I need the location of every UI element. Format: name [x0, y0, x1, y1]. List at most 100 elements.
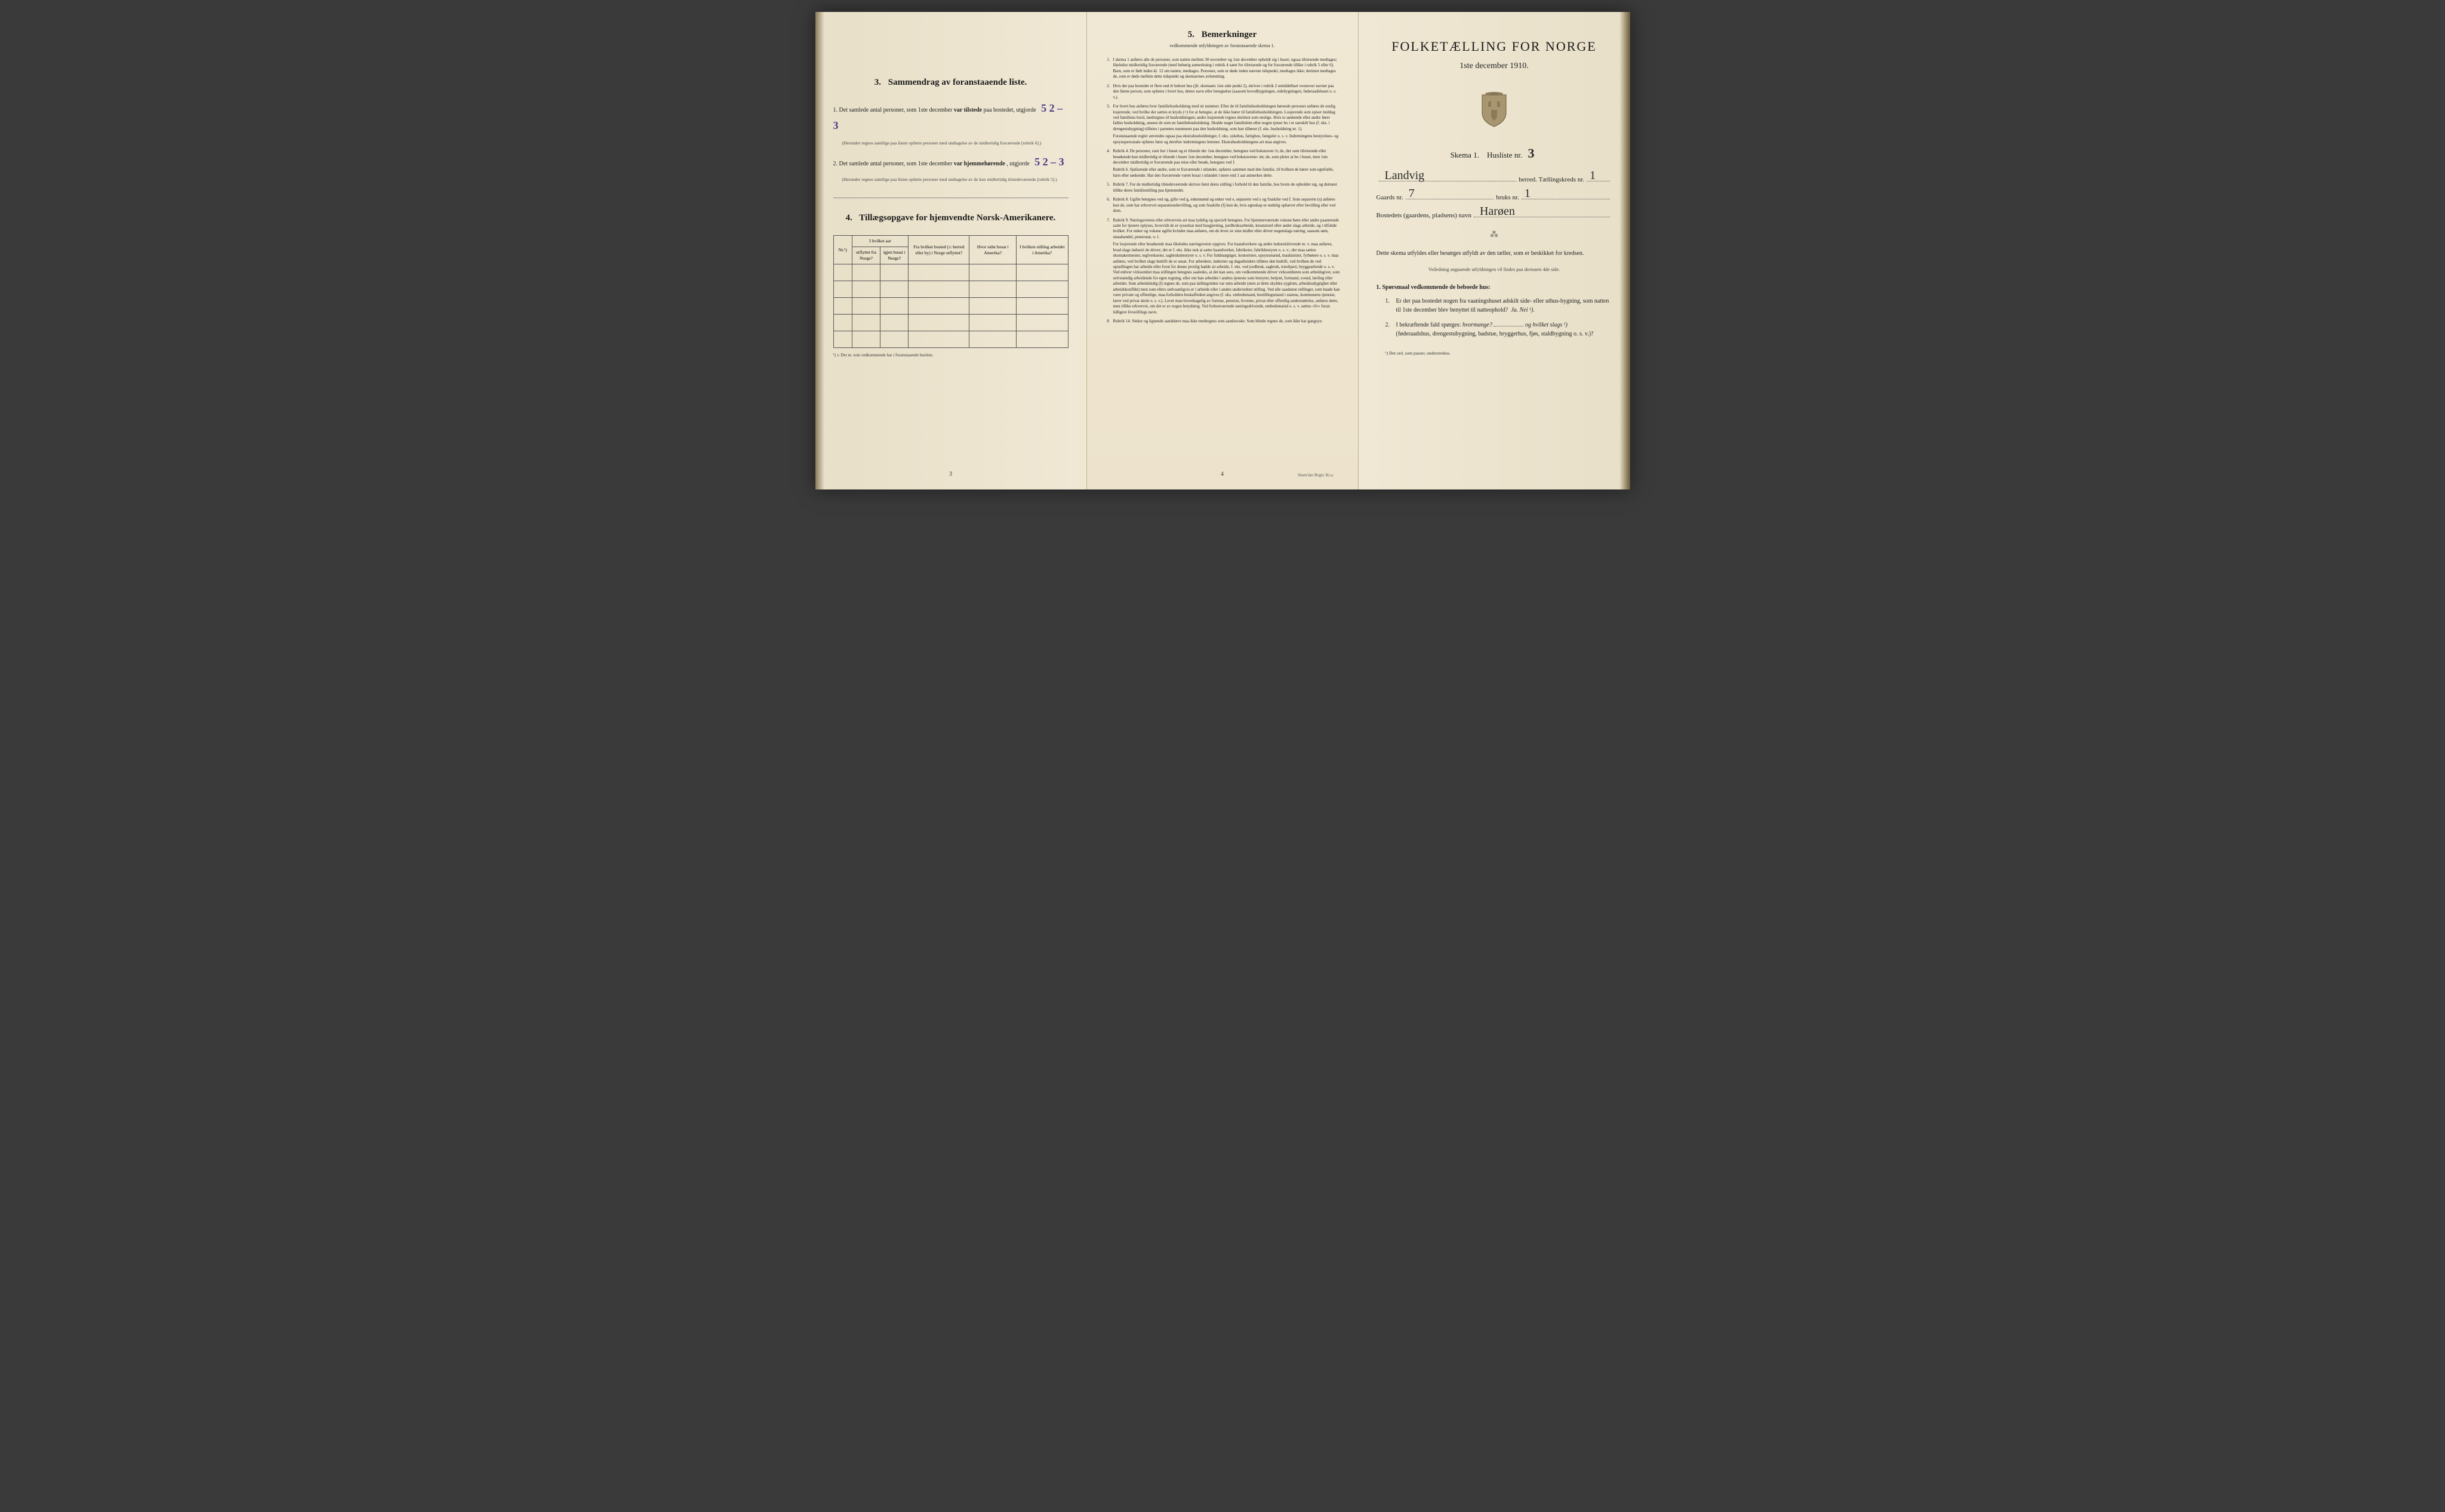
item-2-handwritten: 5 2 – 3 — [1034, 156, 1064, 168]
house-questions: 1. Spørsmaal vedkommende de beboede hus:… — [1377, 284, 1612, 338]
filler-instruction: Dette skema utfyldes eller besørges utfy… — [1377, 249, 1612, 258]
item-1-before: Det samlede antal personer, som 1ste dec… — [839, 107, 953, 113]
section-4-title-text: Tillægsopgave for hjemvendte Norsk-Ameri… — [859, 213, 1055, 223]
section-3-title-text: Sammendrag av foranstaaende liste. — [888, 78, 1027, 87]
page-number-3: 3 — [949, 471, 952, 478]
section-4-title: 4. Tillægsopgave for hjemvendte Norsk-Am… — [833, 213, 1068, 223]
schema-line: Skema 1. Husliste nr. 3 — [1377, 146, 1612, 161]
tkreds-label: Tællingskreds nr. — [1539, 176, 1584, 183]
th-occupation: I hvilken stilling arbeidet i Amerika? — [1017, 236, 1068, 264]
q2-text-a: I bekræftende fald spørges: — [1396, 322, 1461, 328]
printer-credit: Steen'ske Bogtr. Kr.a. — [1298, 473, 1334, 478]
remark-item: 2.Hvis der paa bostedet er flere end ét … — [1105, 84, 1340, 100]
remark-subtext: For losjerende eller besøkende maa likel… — [1113, 242, 1340, 315]
questions-header: 1. Spørsmaal vedkommende de beboede hus: — [1377, 284, 1612, 291]
table-row — [833, 264, 1068, 281]
footnote-underline: ¹) Det ord, som passer, understrekes. — [1385, 350, 1612, 356]
th-nr: Nr.¹) — [833, 236, 852, 264]
section-3-number: 3. — [874, 78, 881, 87]
bruks-label: bruks nr. — [1496, 194, 1519, 201]
census-document: 3. Sammendrag av foranstaaende liste. 1.… — [815, 12, 1630, 489]
remark-text: Rubrik 7. For de midlertidig tilstedevær… — [1113, 182, 1340, 193]
page-4-remarks: 5. Bemerkninger vedkommende utfyldningen… — [1087, 12, 1359, 489]
gaards-label: Gaards nr. — [1377, 194, 1403, 201]
question-1: 1. Er der paa bostedet nogen fra vaaning… — [1385, 297, 1612, 315]
remark-item: 7.Rubrik 9. Næringsveiens eller erhverve… — [1105, 218, 1340, 315]
bosted-value: Harøen — [1480, 205, 1515, 218]
remark-item: 8.Rubrik 14. Sinker og lignende aandsløv… — [1105, 319, 1340, 324]
remark-num: 7. — [1105, 218, 1113, 315]
table-row — [833, 331, 1068, 347]
bosted-label: Bostedets (gaardens, pladsens) navn — [1377, 212, 1471, 219]
th-returned: igjen bosat i Norge? — [880, 247, 909, 264]
remarks-list: 1.I skema 1 anføres alle de personer, so… — [1105, 57, 1340, 324]
page-cover: FOLKETÆLLING FOR NORGE 1ste december 191… — [1359, 12, 1630, 489]
table-body — [833, 264, 1068, 347]
herred-value: Landvig — [1385, 169, 1425, 183]
remark-item: 6.Rubrik 8. Ugifte betegnes ved ug, gift… — [1105, 197, 1340, 214]
herred-label: herred. — [1519, 176, 1537, 183]
q2-text-c: og hvilket slags ¹) — [1525, 322, 1568, 328]
remark-num: 4. — [1105, 149, 1113, 178]
remark-item: 5.Rubrik 7. For de midlertidig tilstedev… — [1105, 182, 1340, 193]
th-from: Fra hvilket bosted (ɔ: herred eller by) … — [909, 236, 969, 264]
q1-answer: Ja. Nei ¹). — [1511, 307, 1535, 313]
page-number-4: 4 — [1221, 471, 1224, 478]
section-5-title: 5. Bemerkninger — [1105, 30, 1340, 40]
remark-subtext: Rubrik 6. Sjøfarende eller andre, som er… — [1113, 167, 1340, 178]
tkreds-nr: 1 — [1590, 169, 1596, 183]
husliste-label: Husliste nr. — [1487, 150, 1522, 159]
item-2-after: , utgjorde — [1006, 161, 1029, 167]
remark-num: 5. — [1105, 182, 1113, 193]
item-1-num: 1. — [833, 107, 838, 113]
remark-item: 1.I skema 1 anføres alle de personer, so… — [1105, 57, 1340, 80]
remark-text: Hvis der paa bostedet er flere end ét be… — [1113, 84, 1340, 100]
section-3-title: 3. Sammendrag av foranstaaende liste. — [833, 78, 1068, 88]
section-5-title-text: Bemerkninger — [1202, 30, 1257, 39]
question-2: 2. I bekræftende fald spørges: hvormange… — [1385, 321, 1612, 338]
gaards-nr: 7 — [1409, 187, 1415, 201]
remark-num: 3. — [1105, 104, 1113, 145]
q1-num: 1. — [1385, 297, 1396, 315]
remark-num: 1. — [1105, 57, 1113, 80]
table-row — [833, 281, 1068, 297]
returnee-table: Nr.¹) I hvilket aar Fra hvilket bosted (… — [833, 235, 1068, 347]
gaards-line: Gaards nr. 7 bruks nr. 1 — [1377, 194, 1612, 201]
guidance-note: Veiledning angaaende utfyldningen vil fi… — [1377, 267, 1612, 272]
bruks-nr: 1 — [1525, 187, 1531, 201]
ornament-icon: ⁂ — [1377, 230, 1612, 240]
census-title: FOLKETÆLLING FOR NORGE — [1377, 39, 1612, 54]
item-2-fine: (Herunder regnes samtlige paa listen opf… — [842, 177, 1068, 183]
remark-item: 3.For hvert hus anføres hver familiehush… — [1105, 104, 1340, 145]
th-year: I hvilket aar — [852, 236, 908, 247]
item-1-bold: var tilstede — [954, 107, 982, 113]
page-3-summary: 3. Sammendrag av foranstaaende liste. 1.… — [815, 12, 1087, 489]
item-1-fine: (Herunder regnes samtlige paa listen opf… — [842, 140, 1068, 147]
table-row — [833, 314, 1068, 331]
remark-num: 2. — [1105, 84, 1113, 100]
schema-label: Skema 1. — [1451, 150, 1479, 159]
coat-of-arms-icon — [1479, 92, 1509, 128]
husliste-nr: 3 — [1528, 146, 1534, 161]
section-4-number: 4. — [846, 213, 852, 223]
q2-text-d: (føderaadshus, drengestubygning, badstue… — [1396, 331, 1594, 337]
section-5-subtitle: vedkommende utfyldningen av foranstaaend… — [1105, 43, 1340, 48]
remark-text: For hvert hus anføres hver familiehushol… — [1113, 104, 1340, 145]
herred-line: Landvig herred. Tællingskreds nr. 1 — [1377, 176, 1612, 183]
th-lastus: Hvor sidst bosat i Amerika? — [969, 236, 1017, 264]
q2-num: 2. — [1385, 321, 1396, 338]
census-date: 1ste december 1910. — [1377, 61, 1612, 71]
item-2-before: Det samlede antal personer, som 1ste dec… — [839, 161, 953, 167]
section-5-number: 5. — [1188, 30, 1194, 39]
item-2-bold: var hjemmehørende — [954, 161, 1005, 167]
remark-num: 6. — [1105, 197, 1113, 214]
bosted-line: Bostedets (gaardens, pladsens) navn Harø… — [1377, 212, 1612, 219]
remark-num: 8. — [1105, 319, 1113, 324]
footnote-text: ¹) Det ord, som passer, understrekes. — [1385, 350, 1451, 356]
item-1-after: paa bostedet, utgjorde — [984, 107, 1036, 113]
q1-text: Er der paa bostedet nogen fra vaaningshu… — [1396, 298, 1609, 313]
remark-text: Rubrik 8. Ugifte betegnes ved ug, gifte … — [1113, 197, 1340, 214]
remark-subtext: Foranstaaende regler anvendes ogsaa paa … — [1113, 134, 1340, 145]
item-2-num: 2. — [833, 161, 838, 167]
remark-text: Rubrik 4. De personer, som bor i huset o… — [1113, 149, 1340, 178]
